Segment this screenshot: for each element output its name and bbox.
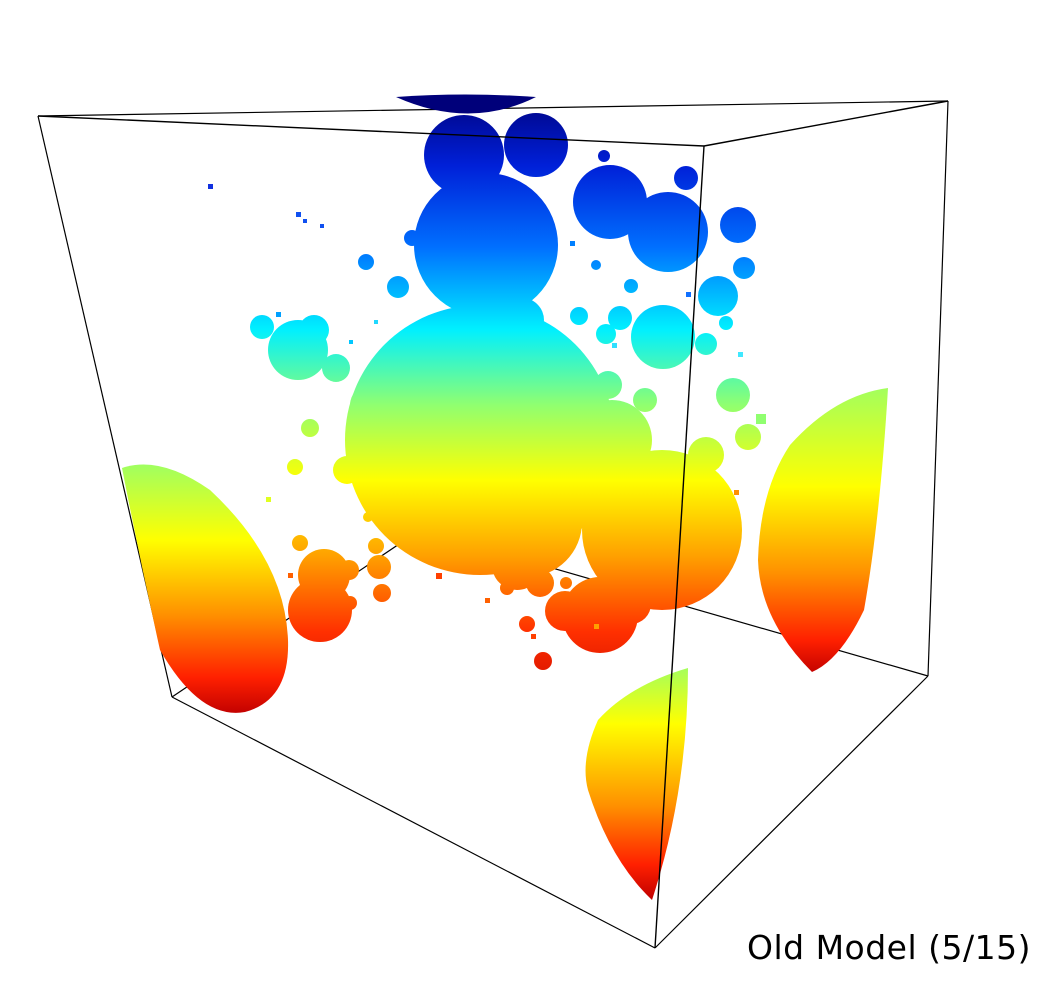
sphere bbox=[250, 315, 274, 339]
sphere bbox=[596, 324, 616, 344]
sphere bbox=[343, 596, 357, 610]
sphere bbox=[287, 459, 303, 475]
sphere bbox=[322, 354, 350, 382]
sphere bbox=[526, 569, 554, 597]
sphere bbox=[582, 450, 742, 610]
model-caption: Old Model (5/15) bbox=[746, 928, 1031, 967]
sphere bbox=[414, 173, 558, 317]
left-lobe bbox=[122, 464, 289, 713]
sphere bbox=[591, 260, 601, 270]
sphere bbox=[288, 578, 352, 642]
sphere bbox=[380, 424, 476, 520]
sphere bbox=[424, 115, 504, 195]
sphere bbox=[358, 254, 374, 270]
sphere bbox=[624, 279, 638, 293]
sphere bbox=[387, 276, 409, 298]
sphere bbox=[545, 591, 585, 631]
sphere bbox=[373, 584, 391, 602]
sphere bbox=[367, 555, 391, 579]
sphere bbox=[368, 538, 384, 554]
sphere bbox=[519, 616, 535, 632]
sphere bbox=[371, 503, 379, 511]
sphere bbox=[292, 535, 308, 551]
sphere bbox=[547, 412, 569, 434]
top-cap bbox=[396, 94, 536, 114]
sphere bbox=[611, 584, 651, 624]
sphere bbox=[628, 192, 708, 272]
sphere bbox=[695, 333, 717, 355]
sphere bbox=[573, 165, 647, 239]
sphere bbox=[698, 276, 738, 316]
bottom-lobe bbox=[585, 668, 688, 900]
sphere bbox=[339, 560, 359, 580]
sphere bbox=[719, 316, 733, 330]
sphere bbox=[485, 385, 595, 495]
sphere bbox=[333, 456, 361, 484]
sphere bbox=[363, 512, 373, 522]
sphere bbox=[720, 207, 756, 243]
sphere bbox=[716, 378, 750, 412]
particle-specks bbox=[208, 184, 766, 639]
sphere bbox=[465, 445, 495, 475]
sphere bbox=[534, 652, 552, 670]
sphere bbox=[633, 388, 657, 412]
sphere bbox=[500, 581, 514, 595]
sphere bbox=[500, 298, 544, 342]
sphere bbox=[404, 230, 420, 246]
sphere bbox=[594, 371, 622, 399]
right-lobe bbox=[758, 388, 888, 672]
particle-cloud bbox=[250, 94, 761, 670]
sphere bbox=[674, 166, 698, 190]
sphere bbox=[560, 577, 572, 589]
sphere bbox=[301, 419, 319, 437]
sphere bbox=[443, 548, 459, 564]
sphere bbox=[598, 150, 610, 162]
sphere bbox=[350, 385, 390, 425]
cube-front-edges bbox=[37, 100, 949, 949]
sphere bbox=[735, 424, 761, 450]
sphere bbox=[733, 257, 755, 279]
sphere bbox=[631, 305, 695, 369]
sphere bbox=[504, 113, 568, 177]
sphere bbox=[608, 306, 632, 330]
sphere bbox=[570, 307, 588, 325]
sphere bbox=[437, 312, 493, 368]
sphere bbox=[299, 315, 329, 345]
